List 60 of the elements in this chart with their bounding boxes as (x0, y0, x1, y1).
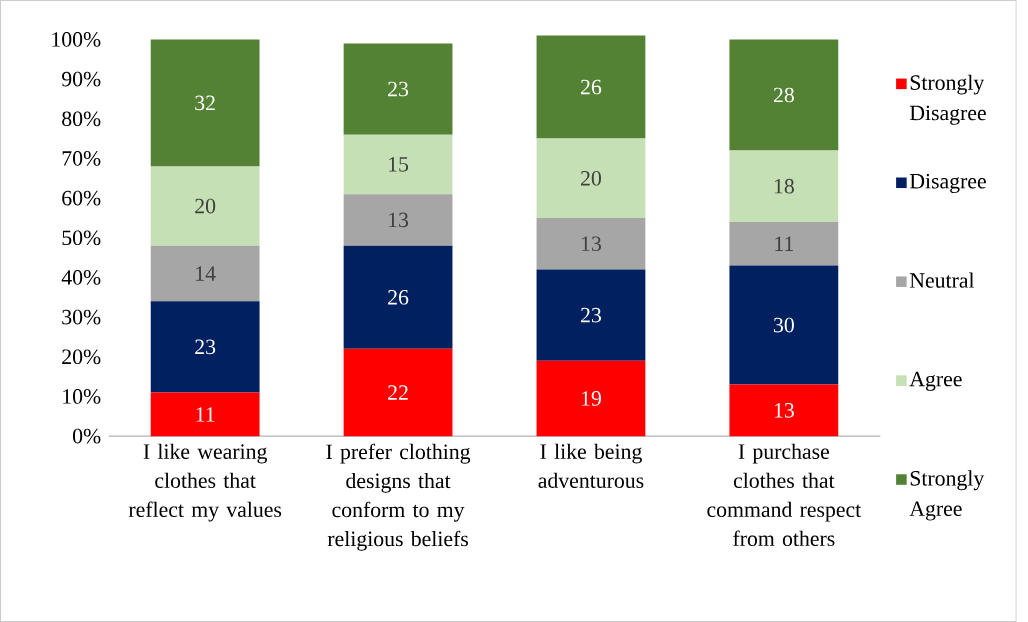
data-label: 23 (388, 81, 409, 97)
data-label: 13 (389, 212, 409, 228)
bar (729, 39, 839, 151)
bar (536, 35, 646, 139)
bar (729, 150, 839, 222)
x-tick-label: I purchase clothes that command respect from others (707, 443, 862, 547)
data-label: 15 (389, 157, 409, 172)
bar (536, 217, 646, 270)
bar (343, 194, 453, 246)
data-label: 11 (775, 236, 794, 251)
data-label: 22 (388, 385, 408, 400)
data-label: 30 (774, 317, 794, 333)
data-label: 18 (774, 178, 794, 194)
bar (343, 245, 453, 349)
y-tick-label: 80% (62, 111, 101, 127)
y-tick-label: 60% (62, 190, 101, 206)
data-label: 20 (581, 170, 601, 186)
data-label: 23 (581, 307, 601, 323)
legend-label: Strongly Agree (909, 470, 985, 521)
data-label: 13 (774, 403, 794, 418)
bar (150, 166, 260, 246)
data-label: 14 (196, 266, 216, 281)
y-tick-label: 40% (61, 270, 101, 285)
y-tick-label: 0% (72, 428, 101, 444)
bar (343, 134, 453, 195)
y-tick-label: 20% (62, 349, 101, 365)
bar (536, 360, 646, 437)
legend-label: Agree (909, 371, 962, 391)
y-tick-label: 100% (52, 32, 101, 47)
bar (150, 392, 260, 437)
bar (343, 43, 453, 135)
bar (536, 138, 646, 218)
y-tick-label: 70% (62, 151, 101, 166)
y-tick-label: 10% (63, 389, 101, 404)
y-tick-label: 90% (61, 71, 101, 87)
data-label: 26 (581, 79, 602, 95)
bar (150, 245, 260, 302)
legend-label: Strongly Disagree (909, 74, 986, 125)
y-tick-label: 30% (62, 309, 101, 325)
data-label: 19 (581, 391, 601, 406)
bar (729, 221, 839, 266)
x-tick-label: I like wearing clothes that reflect my values (128, 443, 282, 522)
x-tick-label: I prefer clothing designs that conform to my religious beliefs (326, 443, 471, 551)
bar (536, 269, 646, 361)
data-label: 11 (196, 407, 215, 422)
legend-label: Neutral (909, 272, 975, 288)
bar (343, 348, 453, 437)
data-label: 32 (195, 95, 215, 111)
data-label: 26 (388, 289, 409, 305)
legend-label: Disagree (909, 173, 986, 194)
y-tick-label: 50% (62, 230, 101, 246)
bar (729, 384, 839, 437)
data-label: 13 (581, 236, 601, 252)
x-tick-label: I like being adventurous (538, 443, 644, 488)
data-label: 23 (195, 339, 216, 355)
data-label: 20 (195, 198, 216, 214)
bar (150, 39, 260, 167)
data-label: 28 (773, 87, 794, 103)
bar (150, 301, 260, 393)
bar (729, 265, 839, 385)
